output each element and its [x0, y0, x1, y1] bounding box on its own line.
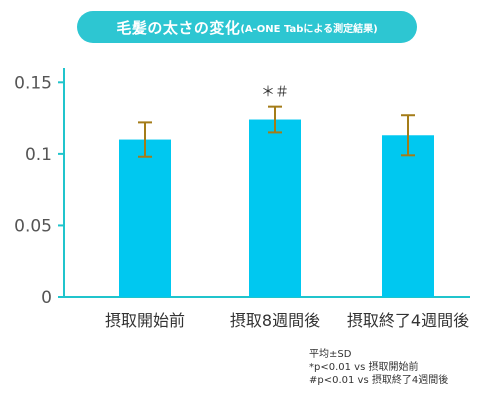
bar-2 — [249, 119, 301, 298]
chart-subtitle: (A-ONE Tabによる測定結果) — [240, 23, 378, 35]
y-tick-label: 0.1 — [25, 145, 52, 165]
x-category-label: 摂取開始前 — [105, 311, 185, 330]
statistics-notes: 平均±SD *p<0.01 vs 摂取開始前 #p<0.01 vs 摂取終了4週… — [309, 348, 448, 387]
bar-1 — [119, 139, 171, 297]
bar-3 — [382, 135, 434, 297]
y-tick-label: 0.15 — [14, 73, 52, 93]
note-mean-sd: 平均±SD — [309, 349, 352, 360]
x-category-label: 摂取終了4週間後 — [347, 311, 469, 330]
x-category-label: 摂取8週間後 — [230, 311, 320, 330]
significance-annotation: ＊＃ — [261, 85, 289, 101]
y-tick-label: 0.05 — [14, 216, 52, 236]
chart-title: 毛髪の太さの変化 — [116, 18, 241, 37]
chart-title-banner: 毛髪の太さの変化 (A-ONE Tabによる測定結果) — [77, 11, 417, 43]
y-tick-label: 0 — [41, 288, 52, 308]
note-significance-hash: #p<0.01 vs 摂取終了4週間後 — [309, 375, 449, 386]
note-significance-star: *p<0.01 vs 摂取開始前 — [309, 362, 419, 373]
